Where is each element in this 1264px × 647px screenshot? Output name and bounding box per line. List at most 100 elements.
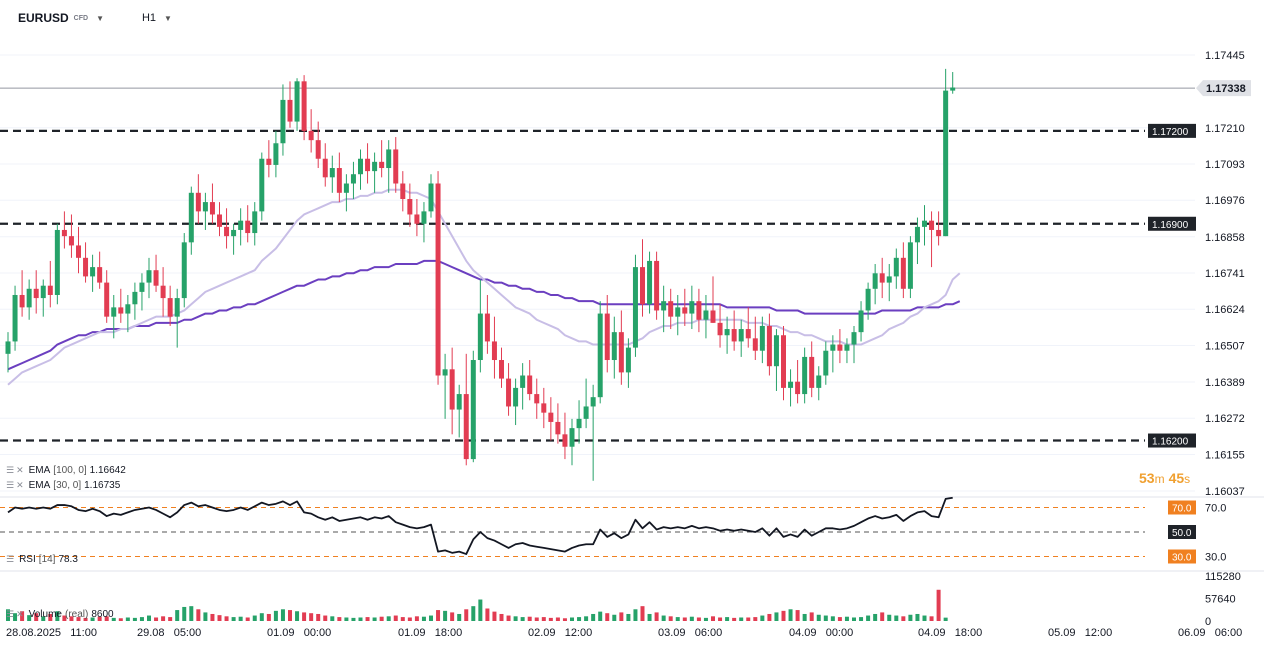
candle-body (597, 313, 603, 398)
volume-bar (400, 617, 405, 621)
candle-body (40, 285, 46, 299)
candle-body (449, 369, 455, 410)
timeframe-selector[interactable]: H1 (141, 12, 157, 24)
volume-legend[interactable]: ☰ ✕ Volume (real) 8600 (6, 609, 114, 620)
rsi-level-label-bg (1168, 525, 1196, 539)
candle-body (632, 267, 638, 348)
time-tick-label: 03.09 06:00 (658, 627, 722, 639)
candle-body (851, 332, 857, 345)
volume-bar (471, 606, 476, 621)
volume-bar (894, 615, 899, 621)
candle-body (900, 257, 906, 289)
volume-tick-label: 0 (1205, 616, 1211, 628)
volume-bar (175, 610, 180, 621)
candle-body (766, 325, 772, 367)
level-label-bg (1148, 433, 1196, 448)
candle-body (914, 226, 920, 243)
volume-bar (577, 617, 582, 621)
candle-body (886, 276, 892, 283)
candle-body (604, 313, 610, 361)
candle-body (456, 394, 462, 410)
volume-bar (880, 612, 885, 621)
candle-body (823, 350, 829, 376)
candle-body (661, 301, 667, 311)
candle-body (936, 229, 942, 237)
price-tick-label: 1.16858 (1205, 232, 1245, 244)
candle-body (668, 301, 674, 317)
volume-bar (316, 613, 321, 621)
candle-body (139, 282, 145, 292)
candle-body (534, 394, 540, 404)
candle-body (491, 341, 497, 361)
candle-body (407, 198, 413, 215)
volume-bar (633, 609, 638, 621)
volume-bar (20, 611, 25, 621)
candle-body (273, 143, 279, 165)
close-icon[interactable]: ✕ (16, 609, 24, 619)
volume-bar (210, 613, 215, 621)
candle-body (301, 81, 307, 131)
volume-bar (943, 617, 948, 621)
symbol-dropdown-icon[interactable]: ▼ (96, 13, 104, 23)
candles-layer (5, 68, 956, 481)
candle-body (837, 344, 843, 351)
volume-bar (139, 617, 144, 621)
close-icon[interactable]: ✕ (16, 465, 24, 475)
rsi-tick-label: 70.0 (1205, 503, 1226, 515)
volume-bar (62, 615, 67, 621)
candle-body (484, 313, 490, 342)
volume-bar (323, 615, 328, 621)
candle-body (696, 301, 702, 320)
level-label: 1.17200 (1152, 127, 1189, 138)
volume-bar (570, 617, 574, 621)
ema30-legend[interactable]: ☰ ✕ EMA [30, 0] 1.16735 (6, 480, 120, 491)
volume-bar (48, 613, 53, 621)
rsi-legend[interactable]: ☰ RSI [14] 78.3 (6, 554, 78, 565)
candle-body (68, 236, 74, 246)
timeframe-dropdown-icon[interactable]: ▼ (164, 13, 172, 23)
candle-body (527, 375, 533, 395)
volume-bar (873, 613, 878, 621)
candle-body (506, 378, 512, 407)
candle-body (343, 183, 349, 193)
drag-handle-icon[interactable]: ☰ (6, 465, 15, 475)
candle-body (689, 301, 695, 314)
price-tick-label: 1.16976 (1205, 195, 1245, 207)
time-axis: 28.08.2025 11:00 29.08 05:00 01.09 00:00 01… (6, 627, 1242, 639)
price-tick-label: 1.16272 (1205, 413, 1245, 425)
drag-handle-icon[interactable]: ☰ (6, 554, 15, 564)
ema30-params: [30, 0] (53, 480, 82, 491)
candle-body (809, 356, 815, 388)
symbol-name[interactable]: EURUSD (18, 11, 69, 25)
volume-bar (562, 618, 567, 621)
volume-bar (548, 617, 553, 621)
candle-body (209, 202, 215, 215)
candle-body (104, 282, 110, 317)
candle-body (513, 387, 519, 407)
volume-bar (760, 615, 765, 621)
rsi-level-label: 70.0 (1172, 504, 1192, 515)
volume-bar (302, 612, 307, 621)
candle-body (752, 338, 758, 351)
drag-handle-icon[interactable]: ☰ (6, 609, 15, 619)
time-tick-label: 29.08 05:00 (137, 627, 201, 639)
rsi-pane: 70.0 50.0 30.0 70.0 30.0 (0, 496, 1264, 572)
candle-body (731, 329, 737, 342)
volume-bar (534, 617, 539, 621)
volume-bar (506, 615, 511, 621)
rsi-label: RSI (19, 554, 36, 565)
candle-body (442, 369, 448, 376)
volume-bar (619, 612, 624, 621)
candle-body (576, 418, 582, 429)
volume-bar (837, 617, 842, 621)
volume-bar (379, 616, 384, 621)
volume-bar (598, 611, 603, 621)
candle-body (308, 130, 314, 141)
ema100-legend[interactable]: ☰ ✕ EMA [100, 0] 1.16642 (6, 465, 126, 476)
close-icon[interactable]: ✕ (16, 480, 24, 490)
drag-handle-icon[interactable]: ☰ (6, 480, 15, 490)
volume-bar (859, 617, 864, 621)
volume-bar (182, 606, 187, 621)
candle-body (174, 298, 180, 317)
